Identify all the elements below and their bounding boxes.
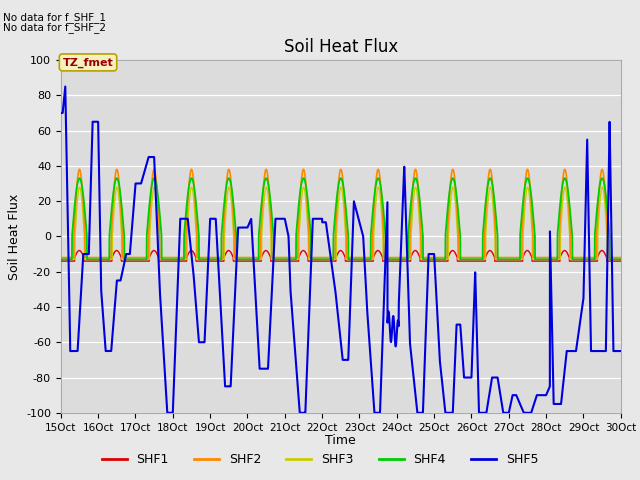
Y-axis label: Soil Heat Flux: Soil Heat Flux (8, 193, 20, 279)
X-axis label: Time: Time (325, 434, 356, 447)
Text: No data for f_SHF_2: No data for f_SHF_2 (3, 22, 106, 33)
Text: TZ_fmet: TZ_fmet (63, 57, 113, 68)
Legend: SHF1, SHF2, SHF3, SHF4, SHF5: SHF1, SHF2, SHF3, SHF4, SHF5 (97, 448, 543, 471)
Title: Soil Heat Flux: Soil Heat Flux (284, 37, 398, 56)
Text: No data for f_SHF_1: No data for f_SHF_1 (3, 12, 106, 23)
